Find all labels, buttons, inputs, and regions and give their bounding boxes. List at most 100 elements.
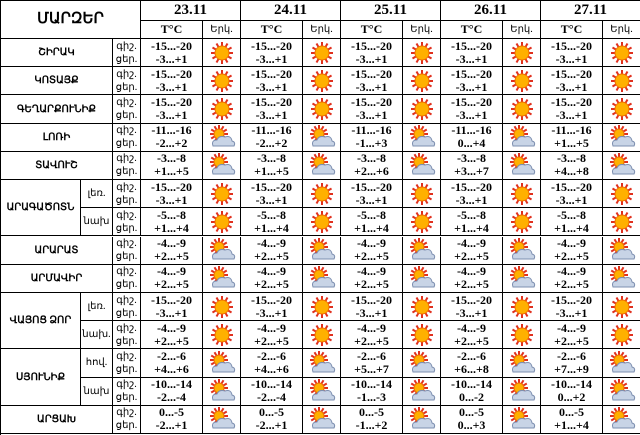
subregion: լեռ. [81,292,113,322]
region-name: ԱՐԱԳԱԾՈՏՆ [1,180,81,237]
partly-cloudy-icon [509,407,535,429]
night-temp: -4...-9 [357,236,386,251]
sun-icon [310,323,333,346]
night-temp: -15...-20 [151,95,192,110]
temp-cell: -11...-16 +1...+5 [541,123,603,152]
period-labels: գիշ. ցեր. [113,292,141,322]
sun-icon [510,210,533,233]
temp-cell: -15...-20 -3...+1 [141,95,203,124]
night-temp: -15...-20 [451,95,492,110]
region-name: ՎԱՅՈՑ ՁՈՐ [1,292,81,350]
day-label: ցեր. [115,138,138,150]
night-temp: -15...-20 [251,66,292,81]
temp-cell: -4...-9 +2...+5 [241,236,303,265]
night-temp: -15...-20 [251,95,292,110]
day-temp: +2...+5 [254,277,289,292]
temp-cell: 0...-5 -1...+2 [341,405,403,434]
night-label: գիշ. [116,40,137,52]
temp-cell: -10...-14 -2...-4 [241,377,303,406]
region-name-text: ԱՐՑԱԽ [37,413,76,425]
night-temp: 0...-5 [259,405,284,420]
region-title: ՄԱՐԶԵՐ [37,11,104,27]
night-temp: -3...-8 [557,151,586,166]
night-temp: -15...-20 [151,66,192,81]
sky-cell [603,378,640,406]
region-name: ԼՈՌԻ [1,123,113,152]
sky-cell [503,67,541,96]
partly-cloudy-icon [309,266,335,288]
sky-cell [203,405,241,434]
night-label: գիշ. [116,238,137,250]
sky-cell [203,67,241,96]
temp-cell: -2...-6 +4...+6 [141,349,203,378]
temp-cell: -10...-14 -2...-4 [141,377,203,406]
night-temp: -4...-9 [257,320,286,335]
night-temp: -10...-14 [151,377,192,392]
partly-cloudy-icon [409,407,435,429]
temp-cell: -2...-6 +5...+7 [341,349,403,378]
temp-cell: -4...-9 +2...+5 [341,264,403,293]
period-labels: գիշ. ցեր. [113,236,141,265]
partly-cloudy-icon [609,125,635,147]
partly-cloudy-icon [309,238,335,260]
day-temp: -2...+2 [255,136,288,151]
date-header: 23.11 [141,1,241,21]
sun-icon [510,323,533,346]
sun-icon [310,295,333,318]
sun-icon [610,69,633,92]
temp-cell: -15...-20 -3...+1 [141,66,203,96]
temp-cell: -4...-9 +2...+5 [241,320,303,350]
day-temp: -3...+1 [455,108,488,123]
day-label: ցեր. [115,222,138,234]
night-temp: -2...-6 [457,348,486,363]
sky-header: Երկ. [403,21,441,39]
temp-header: T°C [341,21,403,39]
day-temp: -3...+1 [455,79,488,94]
period-labels: գիշ. ցեր. [113,405,141,434]
partly-cloudy-icon [409,379,435,401]
day-temp: +5...+7 [354,361,389,376]
sky-cell [203,180,241,209]
day-temp: +3...+7 [454,164,489,179]
subregion: նախ. [81,321,113,350]
temp-cell: -11...-16 -2...+2 [241,123,303,152]
temp-cell: -4...-9 +2...+5 [541,264,603,293]
partly-cloudy-icon [209,266,235,288]
region-name-text: ԱՐԱՐԱՏ [34,244,79,256]
night-temp: -15...-20 [351,66,392,81]
partly-cloudy-icon [309,125,335,147]
day-temp: +2...+5 [354,277,389,292]
day-temp: +2...+5 [554,277,589,292]
day-temp: +2...+5 [154,249,189,264]
night-label: գիշ. [116,209,137,221]
temp-cell: -5...-8 +1...+4 [541,207,603,237]
temp-header: T°C [441,21,503,39]
sun-icon [610,210,633,233]
day-temp: 0...+4 [457,136,486,151]
temp-cell: -15...-20 -3...+1 [541,39,603,68]
night-temp: -4...-9 [157,236,186,251]
sun-icon [210,98,233,121]
day-temp: -3...+1 [555,79,588,94]
sky-cell [303,151,341,181]
partly-cloudy-icon [509,125,535,147]
temp-cell: -15...-20 -3...+1 [441,67,503,96]
day-label: ցեր. [115,363,138,375]
night-temp: -3...-8 [457,151,486,166]
subregion-text: լեռ. [87,301,106,313]
temp-cell: -10...-14 0...+2 [541,377,603,406]
night-temp: -15...-20 [551,179,592,194]
period-labels: գիշ. ցեր. [113,264,141,293]
temp-header: T°C [241,21,303,39]
night-temp: -5...-8 [557,207,586,222]
temp-label: T°C [360,22,383,36]
temp-cell: -3...-8 +2...+6 [341,151,403,181]
temp-cell: -4...-9 +2...+5 [341,236,403,265]
night-temp: -11...-16 [351,123,392,138]
day-label: ցեր. [115,194,138,206]
night-temp: 0...-5 [359,405,384,420]
night-temp: -4...-9 [357,320,386,335]
day-temp: -2...+1 [155,418,188,433]
day-label: ցեր. [115,81,138,93]
night-label: գիշ. [116,97,137,109]
